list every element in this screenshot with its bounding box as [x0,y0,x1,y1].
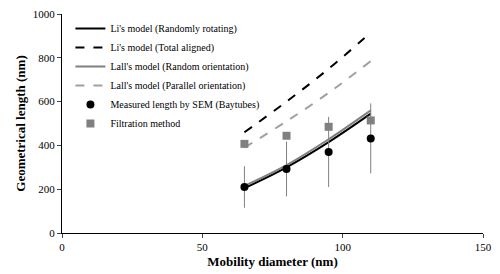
svg-text:200: 200 [38,183,55,195]
svg-text:Lall's model (Random orientati: Lall's model (Random orientation) [110,61,248,73]
svg-text:Measured length by SEM (Baytub: Measured length by SEM (Baytubes) [110,99,259,111]
svg-text:800: 800 [38,52,55,64]
svg-text:50: 50 [197,241,209,253]
svg-text:Filtration method: Filtration method [110,118,180,129]
svg-text:Li's model (Randomly rotating): Li's model (Randomly rotating) [110,23,237,35]
svg-text:400: 400 [38,139,55,151]
svg-text:Lall's model (Parallel orienta: Lall's model (Parallel orientation) [110,80,245,92]
svg-text:100: 100 [334,241,351,253]
svg-text:Geometrical length (nm): Geometrical length (nm) [13,55,28,191]
svg-text:150: 150 [475,241,492,253]
svg-text:1000: 1000 [33,8,56,20]
svg-text:600: 600 [38,95,55,107]
svg-text:Mobility diameter (nm): Mobility diameter (nm) [207,254,337,269]
svg-text:0: 0 [59,241,65,253]
svg-text:Li's model (Total aligned): Li's model (Total aligned) [110,42,214,54]
svg-text:0: 0 [49,227,55,239]
